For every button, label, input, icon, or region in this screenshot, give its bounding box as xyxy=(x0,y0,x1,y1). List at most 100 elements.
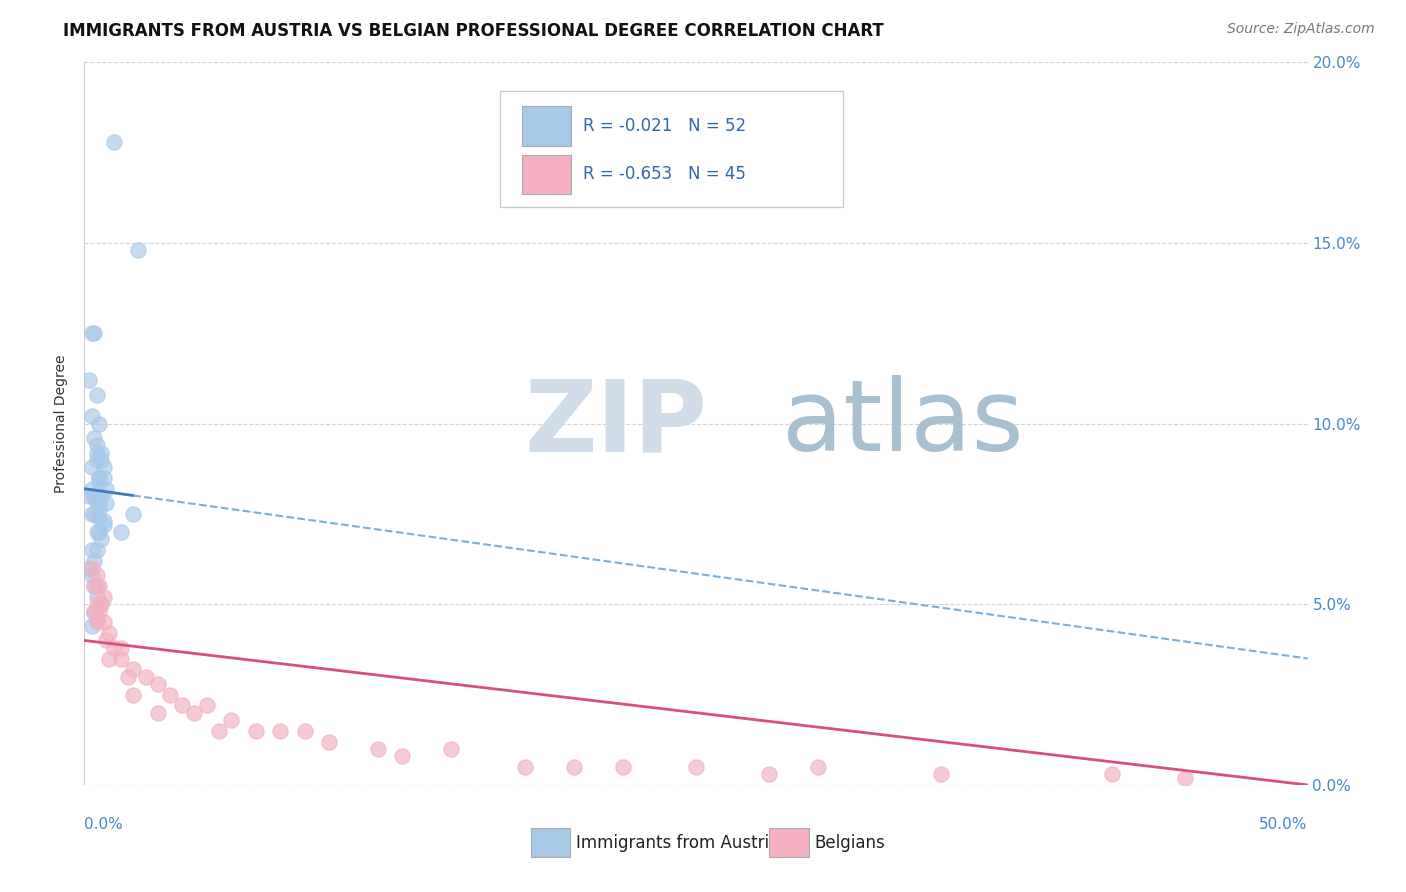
Point xyxy=(90,598,112,612)
Point xyxy=(83,431,105,445)
Point xyxy=(86,496,108,510)
Point xyxy=(86,445,108,459)
Point xyxy=(87,417,110,431)
Point xyxy=(97,651,120,665)
Point xyxy=(86,579,108,593)
Point xyxy=(77,561,100,575)
Point xyxy=(93,514,115,528)
Point xyxy=(93,590,115,604)
Point xyxy=(612,760,634,774)
Point xyxy=(80,507,103,521)
Point xyxy=(90,598,112,612)
Point xyxy=(80,543,103,558)
Point xyxy=(86,388,108,402)
Point xyxy=(83,489,105,503)
Point xyxy=(90,453,112,467)
Point xyxy=(208,723,231,738)
Point xyxy=(87,496,110,510)
Point xyxy=(97,626,120,640)
Point xyxy=(87,471,110,485)
Text: 50.0%: 50.0% xyxy=(1260,817,1308,832)
Point xyxy=(135,669,157,683)
Point xyxy=(93,471,115,485)
Point xyxy=(103,135,125,149)
Text: IMMIGRANTS FROM AUSTRIA VS BELGIAN PROFESSIONAL DEGREE CORRELATION CHART: IMMIGRANTS FROM AUSTRIA VS BELGIAN PROFE… xyxy=(63,22,884,40)
Point xyxy=(110,651,132,665)
Point xyxy=(96,633,118,648)
Point xyxy=(146,677,169,691)
Point xyxy=(80,409,103,424)
Point xyxy=(83,507,105,521)
Point xyxy=(122,662,145,676)
Point xyxy=(80,326,103,341)
Point xyxy=(159,688,181,702)
Point xyxy=(1174,771,1197,785)
Text: ZIP: ZIP xyxy=(524,376,707,472)
Point xyxy=(110,524,132,539)
Point xyxy=(87,579,110,593)
Point xyxy=(86,568,108,582)
Text: 0.0%: 0.0% xyxy=(84,817,124,832)
Text: R = -0.021   N = 52: R = -0.021 N = 52 xyxy=(583,117,747,135)
Point xyxy=(117,669,139,683)
Point xyxy=(513,760,536,774)
Point xyxy=(80,460,103,475)
Point xyxy=(87,524,110,539)
Point xyxy=(87,605,110,619)
Point xyxy=(122,507,145,521)
Point xyxy=(83,326,105,341)
Point xyxy=(562,760,585,774)
Point xyxy=(86,590,108,604)
Point xyxy=(245,723,267,738)
Text: atlas: atlas xyxy=(782,376,1024,472)
Point xyxy=(110,640,132,655)
Point xyxy=(807,760,830,774)
Point xyxy=(77,373,100,387)
Point xyxy=(83,579,105,593)
Point xyxy=(294,723,316,738)
Point xyxy=(318,734,340,748)
Point xyxy=(96,482,118,496)
Text: Belgians: Belgians xyxy=(814,834,886,852)
Point xyxy=(80,568,103,582)
Y-axis label: Professional Degree: Professional Degree xyxy=(55,354,69,493)
Point xyxy=(90,533,112,547)
FancyBboxPatch shape xyxy=(769,829,808,857)
Point xyxy=(127,244,149,258)
Point xyxy=(80,561,103,575)
Point xyxy=(86,524,108,539)
Point xyxy=(685,760,707,774)
Point xyxy=(86,615,108,630)
Point xyxy=(391,749,413,764)
FancyBboxPatch shape xyxy=(501,91,842,207)
Point xyxy=(146,706,169,720)
Point xyxy=(367,742,389,756)
Point xyxy=(86,453,108,467)
Point xyxy=(87,510,110,524)
FancyBboxPatch shape xyxy=(531,829,569,857)
Point xyxy=(758,767,780,781)
Point xyxy=(86,438,108,452)
Point xyxy=(83,579,105,593)
Point xyxy=(83,605,105,619)
Point xyxy=(122,688,145,702)
Point xyxy=(80,619,103,633)
Point xyxy=(440,742,463,756)
Point xyxy=(93,615,115,630)
Text: Immigrants from Austria: Immigrants from Austria xyxy=(576,834,779,852)
Point xyxy=(83,489,105,503)
Point xyxy=(87,503,110,517)
Point xyxy=(269,723,291,738)
Point xyxy=(77,489,100,503)
FancyBboxPatch shape xyxy=(522,154,571,194)
Point xyxy=(172,698,194,713)
Point xyxy=(90,489,112,503)
Point xyxy=(103,640,125,655)
Point xyxy=(96,496,118,510)
Point xyxy=(86,543,108,558)
FancyBboxPatch shape xyxy=(522,106,571,146)
Point xyxy=(80,482,103,496)
Point xyxy=(86,598,108,612)
Point xyxy=(87,471,110,485)
Point xyxy=(86,612,108,626)
